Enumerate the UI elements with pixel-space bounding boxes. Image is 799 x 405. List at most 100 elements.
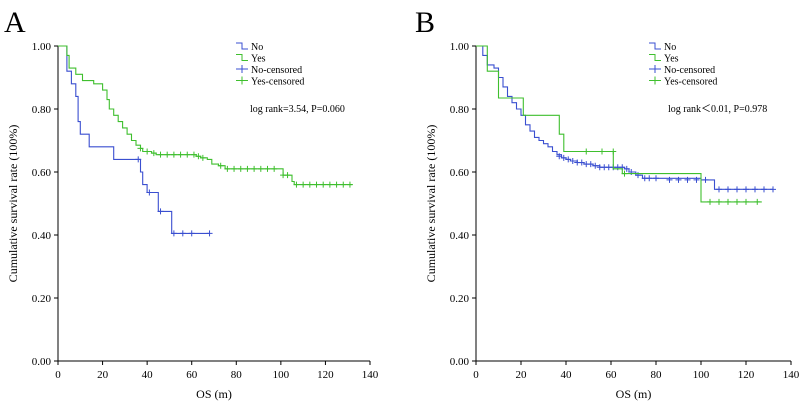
censor-mark-yes — [177, 151, 184, 158]
censor-mark-yes — [244, 165, 251, 172]
censor-mark-no — [702, 176, 709, 183]
legend-label: Yes — [251, 54, 266, 65]
panel-label: B — [415, 6, 435, 39]
censor-mark-yes — [217, 162, 224, 169]
censor-mark-yes — [716, 198, 722, 205]
censor-mark-yes — [734, 198, 740, 205]
censor-mark-yes — [326, 181, 333, 188]
y-tick-label: 0.40 — [450, 230, 470, 242]
y-tick-label: 1.00 — [32, 41, 52, 53]
x-tick-label: 40 — [142, 369, 154, 381]
censor-mark-yes — [271, 165, 278, 172]
legend-swatch-yes-censor — [649, 76, 661, 85]
legend-swatch-yes-line — [236, 54, 248, 61]
legend-label: No — [251, 42, 263, 53]
censor-mark-yes — [224, 165, 231, 172]
censor-mark-yes — [144, 148, 151, 155]
y-tick-label: 0.20 — [450, 293, 470, 305]
censor-mark-yes — [313, 181, 320, 188]
x-tick-label: 0 — [55, 369, 61, 381]
y-tick-label: 0.20 — [32, 293, 52, 305]
censor-mark-yes — [284, 172, 291, 179]
censor-mark-yes — [707, 198, 713, 205]
legend-label: No — [664, 42, 676, 53]
censor-mark-no — [752, 186, 758, 193]
legend-swatch-yes-censor — [236, 76, 248, 85]
y-tick-label: 1.00 — [450, 41, 470, 53]
censor-mark-no — [565, 156, 572, 163]
censor-mark-yes — [195, 153, 202, 160]
censor-mark-no — [179, 230, 186, 237]
censor-mark-no — [725, 186, 731, 193]
censor-mark-no — [592, 162, 599, 169]
x-tick-label: 0 — [473, 369, 479, 381]
censor-mark-no — [578, 159, 585, 166]
censor-mark-yes — [237, 165, 244, 172]
censor-mark-no — [653, 175, 659, 182]
censor-mark-yes — [264, 165, 271, 172]
censor-mark-no — [560, 154, 567, 161]
series-no-line — [476, 45, 773, 190]
censor-mark-yes — [621, 170, 628, 177]
censor-mark-yes — [333, 181, 340, 188]
x-tick-label: 140 — [783, 369, 799, 381]
censor-mark-yes — [190, 151, 197, 158]
x-tick-label: 120 — [738, 369, 755, 381]
legend-swatch-no-line — [649, 42, 661, 50]
x-tick-label: 100 — [693, 369, 710, 381]
x-tick-label: 140 — [362, 369, 379, 381]
log-rank-annotation: log rank=3.54, P=0.060 — [250, 104, 345, 115]
censor-mark-no — [556, 153, 563, 160]
x-tick-label: 100 — [273, 369, 290, 381]
censor-mark-no — [170, 230, 177, 237]
x-tick-label: 40 — [561, 369, 573, 381]
legend-swatch-no-censor — [236, 65, 248, 73]
censor-mark-yes — [137, 145, 144, 152]
censor-mark-no — [770, 186, 776, 193]
legend-swatch-no-censor — [649, 65, 661, 73]
censor-mark-yes — [300, 181, 307, 188]
censor-mark-yes — [583, 148, 590, 155]
censor-mark-yes — [293, 181, 300, 188]
censor-mark-yes — [725, 198, 731, 205]
y-tick-label: 0.40 — [32, 230, 52, 242]
legend-label: No-censored — [664, 65, 715, 76]
censor-mark-no — [646, 175, 653, 182]
censor-mark-no — [716, 186, 722, 193]
censor-mark-no — [206, 230, 213, 237]
x-tick-label: 80 — [651, 369, 663, 381]
x-tick-label: 80 — [231, 369, 243, 381]
x-tick-label: 60 — [606, 369, 618, 381]
censor-mark-no — [587, 161, 594, 168]
y-tick-label: 0.80 — [450, 104, 470, 116]
x-axis-label: OS (m) — [196, 387, 232, 401]
censor-mark-yes — [150, 150, 157, 157]
legend-label: Yes-censored — [664, 77, 717, 88]
panel-label: A — [4, 6, 26, 39]
y-axis-label: Cumulative survival rate (100%) — [424, 125, 438, 283]
panel-b: B 0 20 40 60 80 100 120 140 0.00 0.20 0.40 0.60 0.80 1… — [415, 6, 799, 401]
y-tick-label: 0.60 — [32, 167, 52, 179]
censor-mark-no — [623, 165, 630, 172]
censor-mark-no — [743, 186, 749, 193]
x-axis-label: OS (m) — [616, 387, 652, 401]
censor-mark-yes — [231, 165, 238, 172]
log-rank-annotation: log rank＜0.01, P=0.978 — [668, 104, 767, 115]
censor-mark-no — [188, 230, 195, 237]
censor-mark-no — [666, 176, 673, 183]
y-tick-label: 0.80 — [32, 104, 52, 116]
censor-mark-yes — [320, 181, 327, 188]
legend-label: Yes — [664, 54, 679, 65]
legend-label: Yes-censored — [251, 77, 304, 88]
censor-mark-no — [684, 176, 691, 183]
censor-mark-yes — [164, 151, 171, 158]
y-tick-label: 0.00 — [450, 356, 470, 368]
series-yes-line — [58, 45, 353, 186]
censor-mark-yes — [743, 198, 749, 205]
censor-mark-yes — [199, 154, 206, 161]
censor-mark-yes — [257, 165, 264, 172]
legend-swatch-no-line — [236, 42, 248, 50]
censor-mark-yes — [340, 181, 347, 188]
censor-mark-no — [135, 156, 142, 163]
